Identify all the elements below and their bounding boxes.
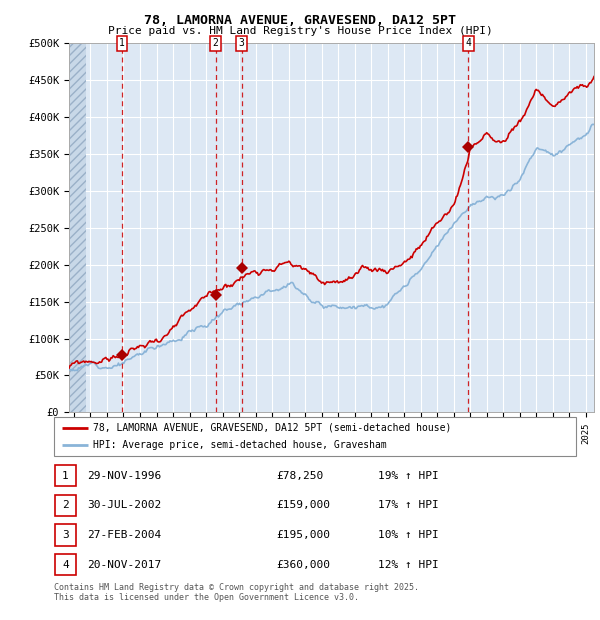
- Text: £360,000: £360,000: [276, 560, 330, 570]
- Text: £159,000: £159,000: [276, 500, 330, 510]
- Text: 3: 3: [62, 530, 69, 540]
- Text: 2: 2: [62, 500, 69, 510]
- FancyBboxPatch shape: [55, 495, 76, 516]
- Bar: [69, 43, 86, 412]
- FancyBboxPatch shape: [54, 417, 576, 456]
- FancyBboxPatch shape: [55, 525, 76, 546]
- FancyBboxPatch shape: [55, 465, 76, 486]
- Text: 20-NOV-2017: 20-NOV-2017: [87, 560, 161, 570]
- Text: Price paid vs. HM Land Registry's House Price Index (HPI): Price paid vs. HM Land Registry's House …: [107, 26, 493, 36]
- Text: 3: 3: [239, 38, 245, 48]
- Text: 4: 4: [466, 38, 472, 48]
- Text: 17% ↑ HPI: 17% ↑ HPI: [378, 500, 439, 510]
- Text: 78, LAMORNA AVENUE, GRAVESEND, DA12 5PT: 78, LAMORNA AVENUE, GRAVESEND, DA12 5PT: [144, 14, 456, 27]
- Text: 29-NOV-1996: 29-NOV-1996: [87, 471, 161, 480]
- Text: £195,000: £195,000: [276, 530, 330, 540]
- Text: 4: 4: [62, 560, 69, 570]
- Text: 1: 1: [119, 38, 125, 48]
- Text: 27-FEB-2004: 27-FEB-2004: [87, 530, 161, 540]
- Text: 78, LAMORNA AVENUE, GRAVESEND, DA12 5PT (semi-detached house): 78, LAMORNA AVENUE, GRAVESEND, DA12 5PT …: [93, 423, 452, 433]
- Text: Contains HM Land Registry data © Crown copyright and database right 2025.
This d: Contains HM Land Registry data © Crown c…: [54, 583, 419, 602]
- Text: 30-JUL-2002: 30-JUL-2002: [87, 500, 161, 510]
- FancyBboxPatch shape: [55, 554, 76, 575]
- Text: £78,250: £78,250: [276, 471, 323, 480]
- Text: 12% ↑ HPI: 12% ↑ HPI: [378, 560, 439, 570]
- Text: 2: 2: [212, 38, 218, 48]
- Text: 19% ↑ HPI: 19% ↑ HPI: [378, 471, 439, 480]
- Text: HPI: Average price, semi-detached house, Gravesham: HPI: Average price, semi-detached house,…: [93, 440, 387, 450]
- Text: 10% ↑ HPI: 10% ↑ HPI: [378, 530, 439, 540]
- Text: 1: 1: [62, 471, 69, 480]
